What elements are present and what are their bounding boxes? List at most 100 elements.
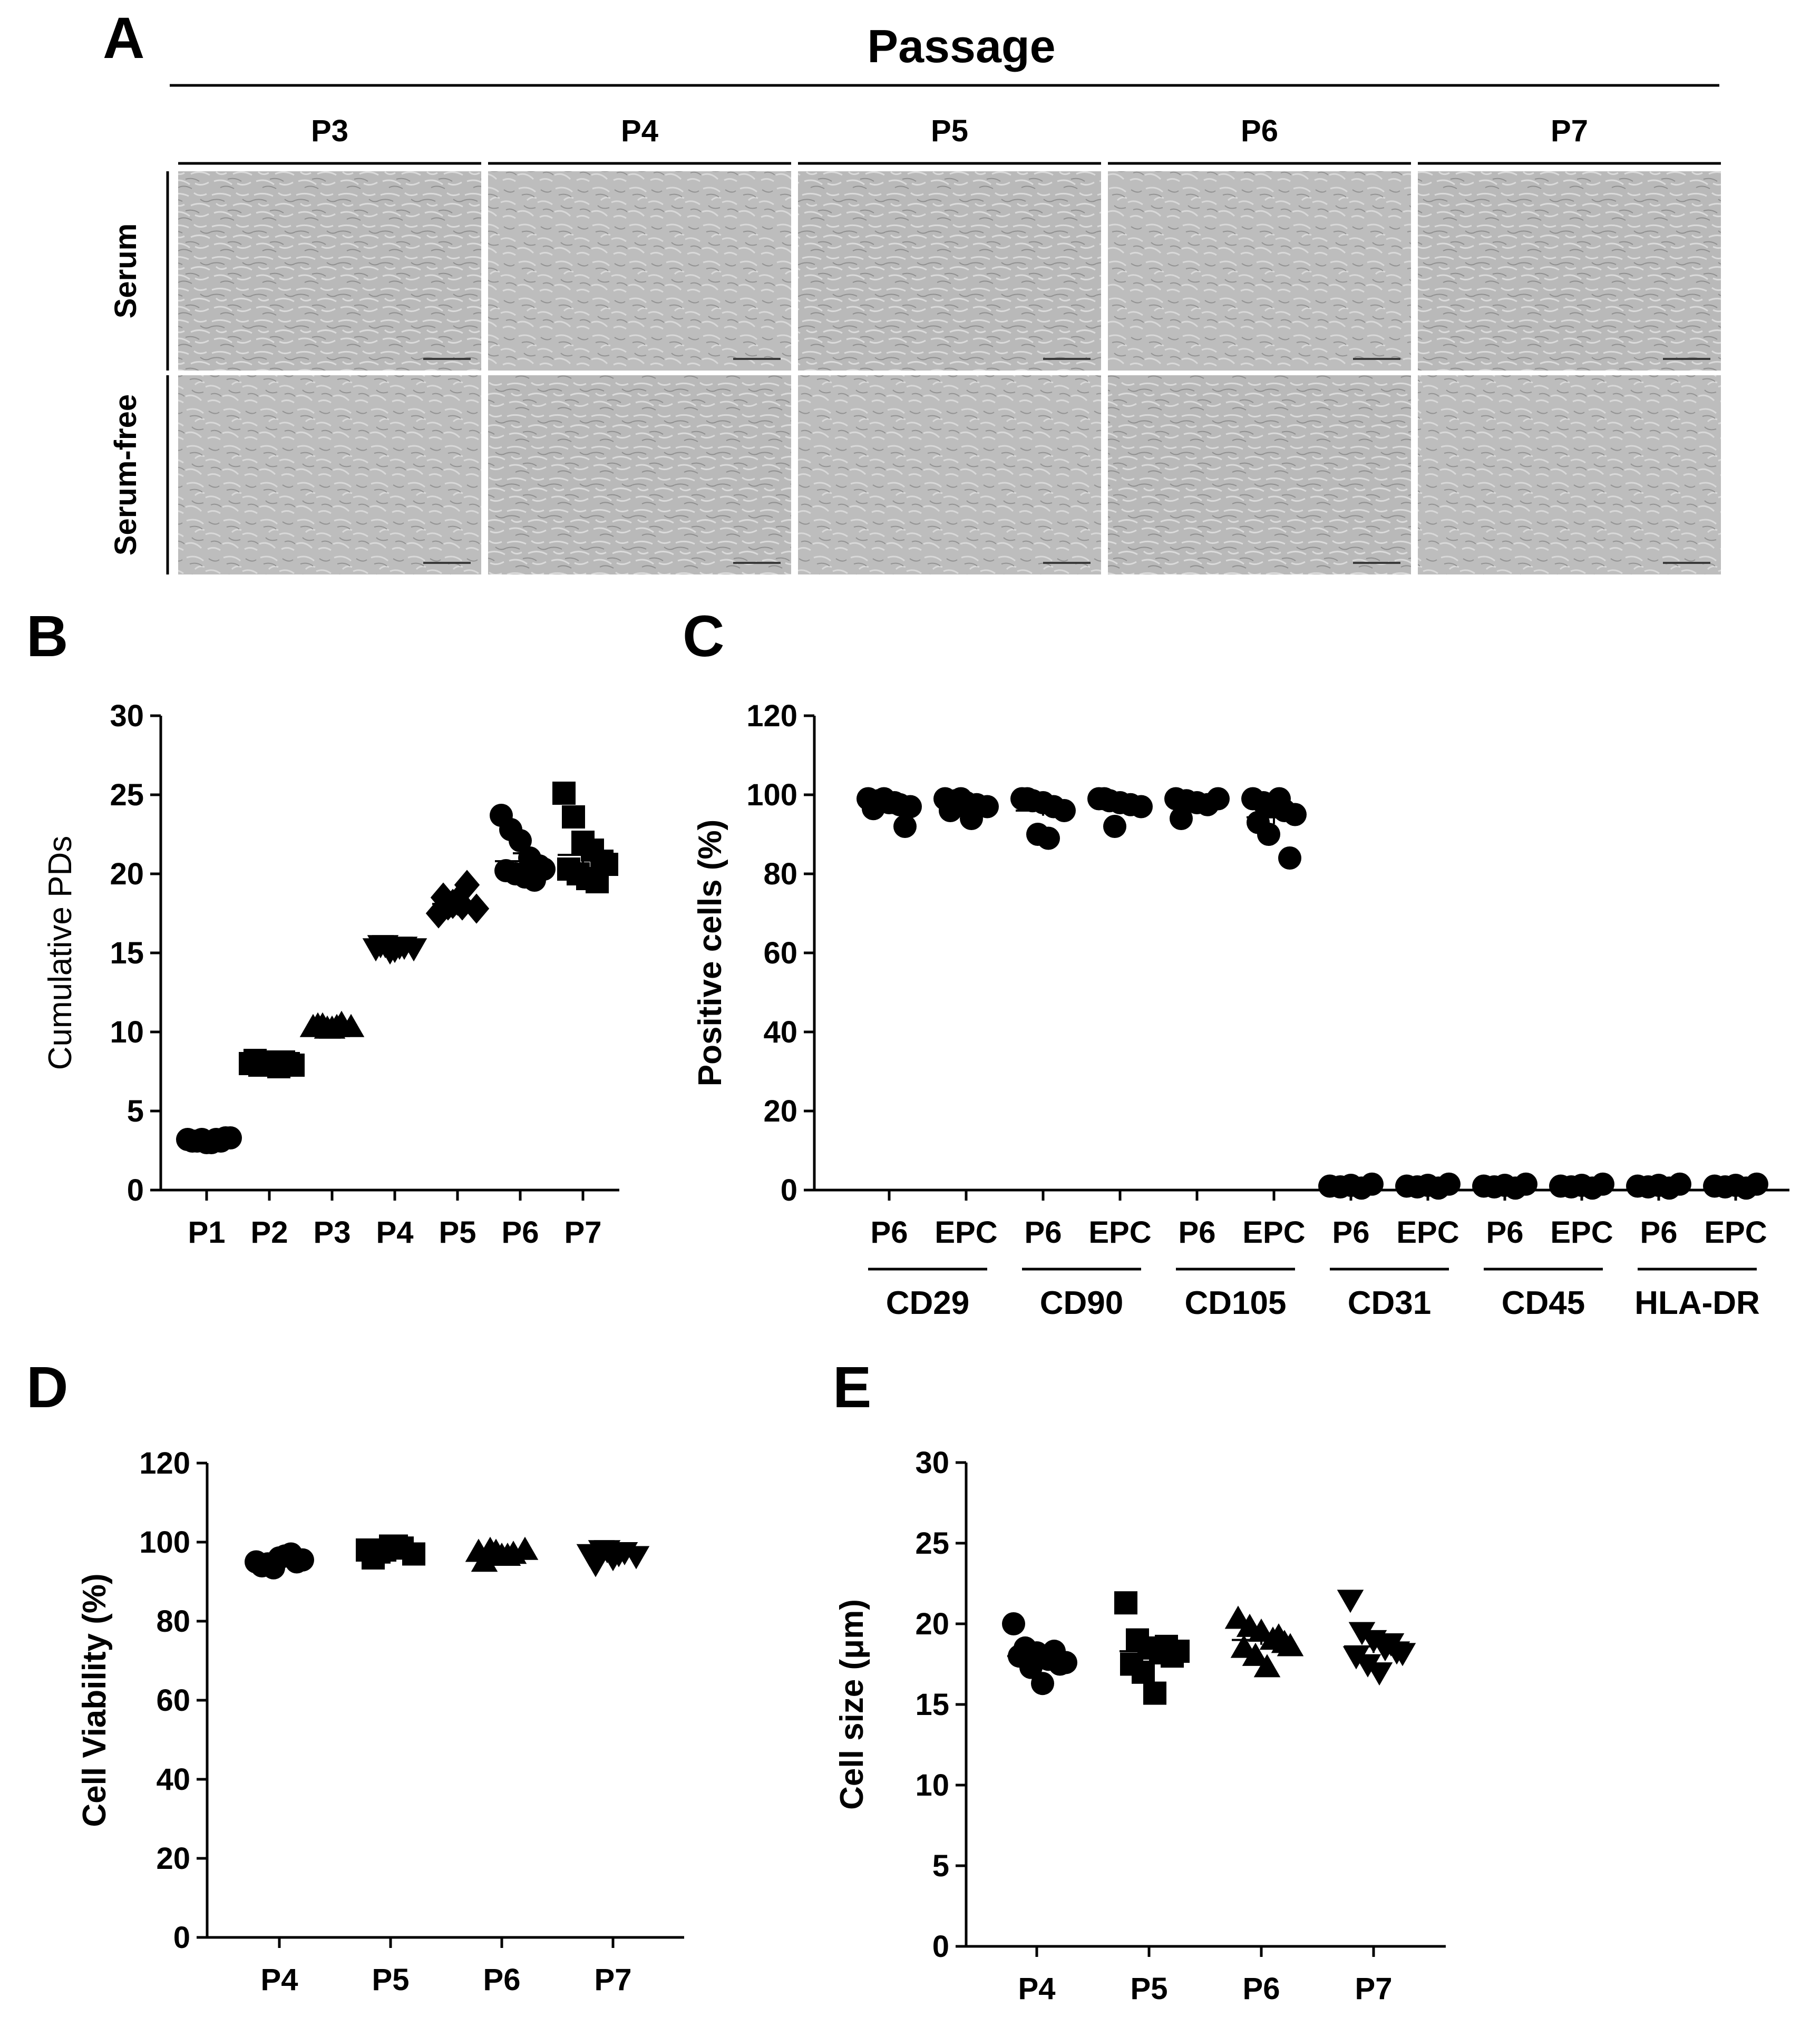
series-p5-4 [425,870,490,929]
data-point-circle [1016,787,1039,811]
x-tick-label: P7 [1355,1972,1393,2006]
micrograph-p6-serum [1108,171,1411,371]
series-p6-8 [1472,1172,1537,1200]
x-tick-label: P4 [376,1215,414,1250]
series-p3-2 [299,1010,365,1039]
micrograph-p6-serum-free [1108,375,1411,574]
x-tick-label: P7 [595,1963,632,1997]
chart-panel-b: B 0 5 10 15 20 25 30 P1 P2 P3 P4 P5 P6 P7 Cumulative PD… [26,604,619,1250]
data-point-circle [1130,795,1153,818]
y-tick-label: 60 [156,1683,190,1718]
y-tick-label: 5 [127,1094,144,1128]
data-point-square [1143,1681,1166,1705]
y-tick-label: 25 [110,778,144,812]
data-point-triangle-down [622,1546,650,1570]
x-tick-label: P4 [261,1963,298,1997]
micrograph-p4-serum [488,171,791,371]
panel-letter-d: D [26,1355,68,1420]
data-point-triangle [1242,1642,1269,1666]
x-tick-label: P6 [483,1963,521,1997]
data-point-diamond [425,898,452,929]
x-tick-label: P2 [251,1215,288,1250]
row-label-serum-free: Serum-free [109,394,143,556]
data-point-circle [219,1126,242,1149]
data-point-triangle-down [1337,1590,1364,1613]
data-point-square [1114,1591,1137,1615]
data-point-circle [1031,1672,1054,1695]
y-axis-title: Cell Viability (%) [76,1573,113,1827]
series-p7-6 [552,782,618,893]
micrograph-p3-serum [178,171,481,371]
column-label-p7: P7 [1551,114,1588,148]
data-point-circle [1268,787,1291,811]
data-point-triangle-down [1389,1643,1416,1667]
data-point-square [552,782,576,805]
data-point-triangle-down [582,1554,609,1577]
y-axis-title: Cumulative PDs [42,836,79,1070]
x-tick-label: P1 [188,1215,226,1250]
data-point-square [595,853,618,876]
series-epc-7 [1395,1172,1461,1200]
data-point-circle [960,807,983,830]
micrograph-p5-serum [798,171,1101,371]
y-axis-title: Positive cells (%) [692,820,728,1087]
y-tick-label: 80 [763,857,797,891]
column-label-p6: P6 [1241,114,1278,148]
passage-header: Passage [867,20,1055,72]
group-label-cd105: CD105 [1185,1285,1287,1321]
chart-panel-d: D 0 20 40 60 80 100 120 P4 P5 P6 P7 Cell Viability (… [26,1355,684,1997]
data-point-circle [1360,1172,1384,1196]
y-tick-label: 5 [932,1849,949,1883]
y-tick-label: 20 [763,1094,797,1128]
x-tick-label: EPC [1088,1215,1151,1250]
data-point-diamond [430,882,456,913]
y-tick-label: 30 [110,699,144,733]
data-point-circle [1019,1655,1043,1679]
y-tick-label: 0 [173,1921,190,1955]
group-label-cd45: CD45 [1502,1285,1585,1321]
data-point-circle [1514,1172,1537,1196]
series-p7-3 [1337,1590,1416,1686]
data-point-circle [1591,1172,1614,1196]
charts: B 0 5 10 15 20 25 30 P1 P2 P3 P4 P5 P6 P7 Cumulative PD… [26,604,1789,2006]
data-point-circle [1206,787,1230,811]
x-tick-label: P6 [1332,1215,1370,1250]
series-p4-0 [1002,1612,1077,1695]
micrograph-p5-serum-free [798,375,1101,574]
chart-panel-e: E 0 5 10 15 20 25 30 P4 P5 P6 P7 Cell size (μm) [833,1355,1446,2006]
series-p6-0 [857,787,922,838]
data-point-diamond [463,893,490,924]
y-tick-label: 80 [156,1604,190,1639]
data-point-square [281,1054,305,1077]
data-point-triangle-down [1354,1654,1381,1678]
data-point-circle [1103,815,1126,838]
y-tick-label: 15 [915,1688,949,1722]
y-tick-label: 100 [139,1525,190,1560]
y-tick-label: 100 [746,778,797,812]
series-p6-5 [490,804,556,892]
data-point-circle [1257,823,1280,846]
y-tick-label: 0 [127,1173,144,1207]
series-p7-3 [576,1540,650,1577]
y-tick-label: 25 [915,1526,949,1561]
micrograph-grid [178,171,1721,574]
data-point-circle [1037,826,1060,850]
y-tick-label: 60 [763,936,797,970]
column-label-p5: P5 [931,114,968,148]
column-label-p4: P4 [621,114,658,148]
series-p4-0 [245,1542,314,1580]
group-label-cd29: CD29 [886,1285,970,1321]
x-tick-label: P5 [372,1963,410,1997]
panel-letter-e: E [833,1355,871,1420]
group-label-cd31: CD31 [1348,1285,1432,1321]
y-tick-label: 20 [915,1607,949,1641]
series-p6-6 [1318,1172,1384,1200]
y-tick-label: 40 [156,1762,190,1797]
panel-letter-b: B [26,604,68,669]
data-point-circle [1283,803,1307,826]
data-point-circle [1170,807,1193,830]
series-epc-5 [1241,787,1307,870]
x-tick-label: EPC [1242,1215,1305,1250]
y-tick-label: 20 [110,857,144,891]
